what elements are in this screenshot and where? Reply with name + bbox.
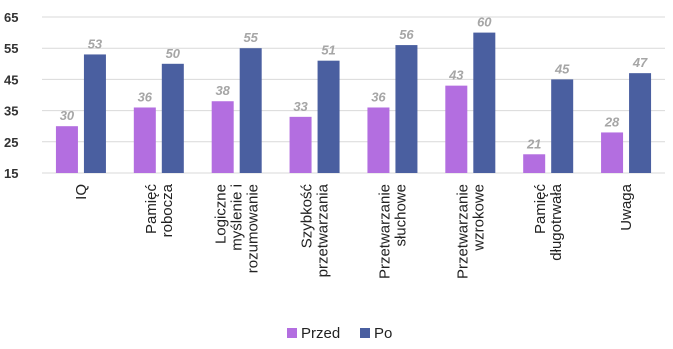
data-label-po: 56 xyxy=(399,27,414,42)
data-label-przed: 36 xyxy=(138,89,153,104)
data-label-po: 53 xyxy=(88,36,103,51)
bar-przed xyxy=(55,126,78,173)
data-label-po: 55 xyxy=(243,30,258,45)
y-axis-ticks: 15 25 35 45 55 65 xyxy=(4,10,18,181)
x-tick-label-line: robocza xyxy=(159,183,176,237)
legend-swatch-po xyxy=(360,328,370,338)
x-tick-label: Logiczne myślenie i rozumowanie xyxy=(213,184,262,273)
bar-po xyxy=(473,32,496,173)
data-label-przed: 38 xyxy=(215,83,230,98)
y-tick-label: 25 xyxy=(4,135,18,150)
x-tick-label-line: przetwarzania xyxy=(315,183,332,277)
bar-po xyxy=(161,63,184,173)
data-label-przed: 33 xyxy=(293,99,308,114)
x-tick-label-line: Pamięć xyxy=(143,184,160,235)
bar-przed xyxy=(601,132,624,173)
bar-przed xyxy=(367,107,390,173)
x-tick-label: IQ xyxy=(73,184,90,200)
bar-po xyxy=(395,45,418,173)
y-tick-label: 15 xyxy=(4,166,18,181)
legend-swatch-przed xyxy=(287,328,297,338)
bar-po xyxy=(317,60,340,173)
legend-label-przed: Przed xyxy=(301,325,340,342)
x-tick-label-line: długotrwała xyxy=(548,183,565,260)
x-tick-label-line: Logiczne xyxy=(213,184,230,244)
data-labels: 30 53 36 50 38 55 33 51 36 56 43 60 21 45 28 47 xyxy=(60,15,648,152)
x-tick-label-line: Szybkość xyxy=(299,184,316,249)
x-tick-label-line: rozumowanie xyxy=(245,184,262,273)
data-label-po: 47 xyxy=(632,55,648,70)
x-tick-label-line: Uwaga xyxy=(618,183,635,230)
bar-po xyxy=(629,73,652,173)
data-label-po: 45 xyxy=(554,61,570,76)
x-tick-label-line: Przetwarzanie xyxy=(454,184,471,279)
x-tick-label: Szybkość przetwarzania xyxy=(299,183,332,277)
bar-po xyxy=(551,79,574,173)
x-tick-label: Pamięć długotrwała xyxy=(532,183,565,260)
x-tick-label-line: Przetwarzanie xyxy=(376,184,393,279)
legend-label-po: Po xyxy=(374,325,392,342)
bars xyxy=(55,32,652,174)
x-tick-label: Przetwarzanie słuchowe xyxy=(376,184,409,279)
legend: Przed Po xyxy=(287,325,392,342)
x-tick-label-line: słuchowe xyxy=(392,184,409,247)
x-axis-labels: IQ Pamięć robocza Logiczne myślenie i rozumow… xyxy=(73,183,635,279)
bar-po xyxy=(239,48,262,174)
data-label-przed: 36 xyxy=(371,89,386,104)
x-tick-label: Uwaga xyxy=(618,183,635,230)
data-label-przed: 21 xyxy=(526,136,541,151)
x-tick-label-line: IQ xyxy=(73,184,90,200)
data-label-po: 51 xyxy=(321,43,335,58)
data-label-przed: 30 xyxy=(60,108,75,123)
data-label-po: 50 xyxy=(166,46,181,61)
y-tick-label: 55 xyxy=(4,41,18,56)
x-tick-label-line: wzrokowe xyxy=(470,184,487,252)
y-tick-label: 45 xyxy=(4,72,18,87)
x-tick-label: Przetwarzanie wzrokowe xyxy=(454,184,487,279)
bar-przed xyxy=(133,107,156,173)
bar-po xyxy=(83,54,106,173)
data-label-przed: 43 xyxy=(448,68,464,83)
y-tick-label: 35 xyxy=(4,104,18,119)
bar-przed xyxy=(211,101,234,173)
x-tick-label-line: Pamięć xyxy=(532,184,549,235)
x-tick-label-line: myślenie i xyxy=(229,184,246,251)
data-label-przed: 28 xyxy=(604,114,620,129)
bar-przed xyxy=(523,154,546,173)
data-label-po: 60 xyxy=(477,15,492,30)
bar-przed xyxy=(445,85,468,173)
bar-przed xyxy=(289,116,312,173)
x-tick-label: Pamięć robocza xyxy=(143,183,176,237)
y-tick-label: 65 xyxy=(4,10,18,25)
